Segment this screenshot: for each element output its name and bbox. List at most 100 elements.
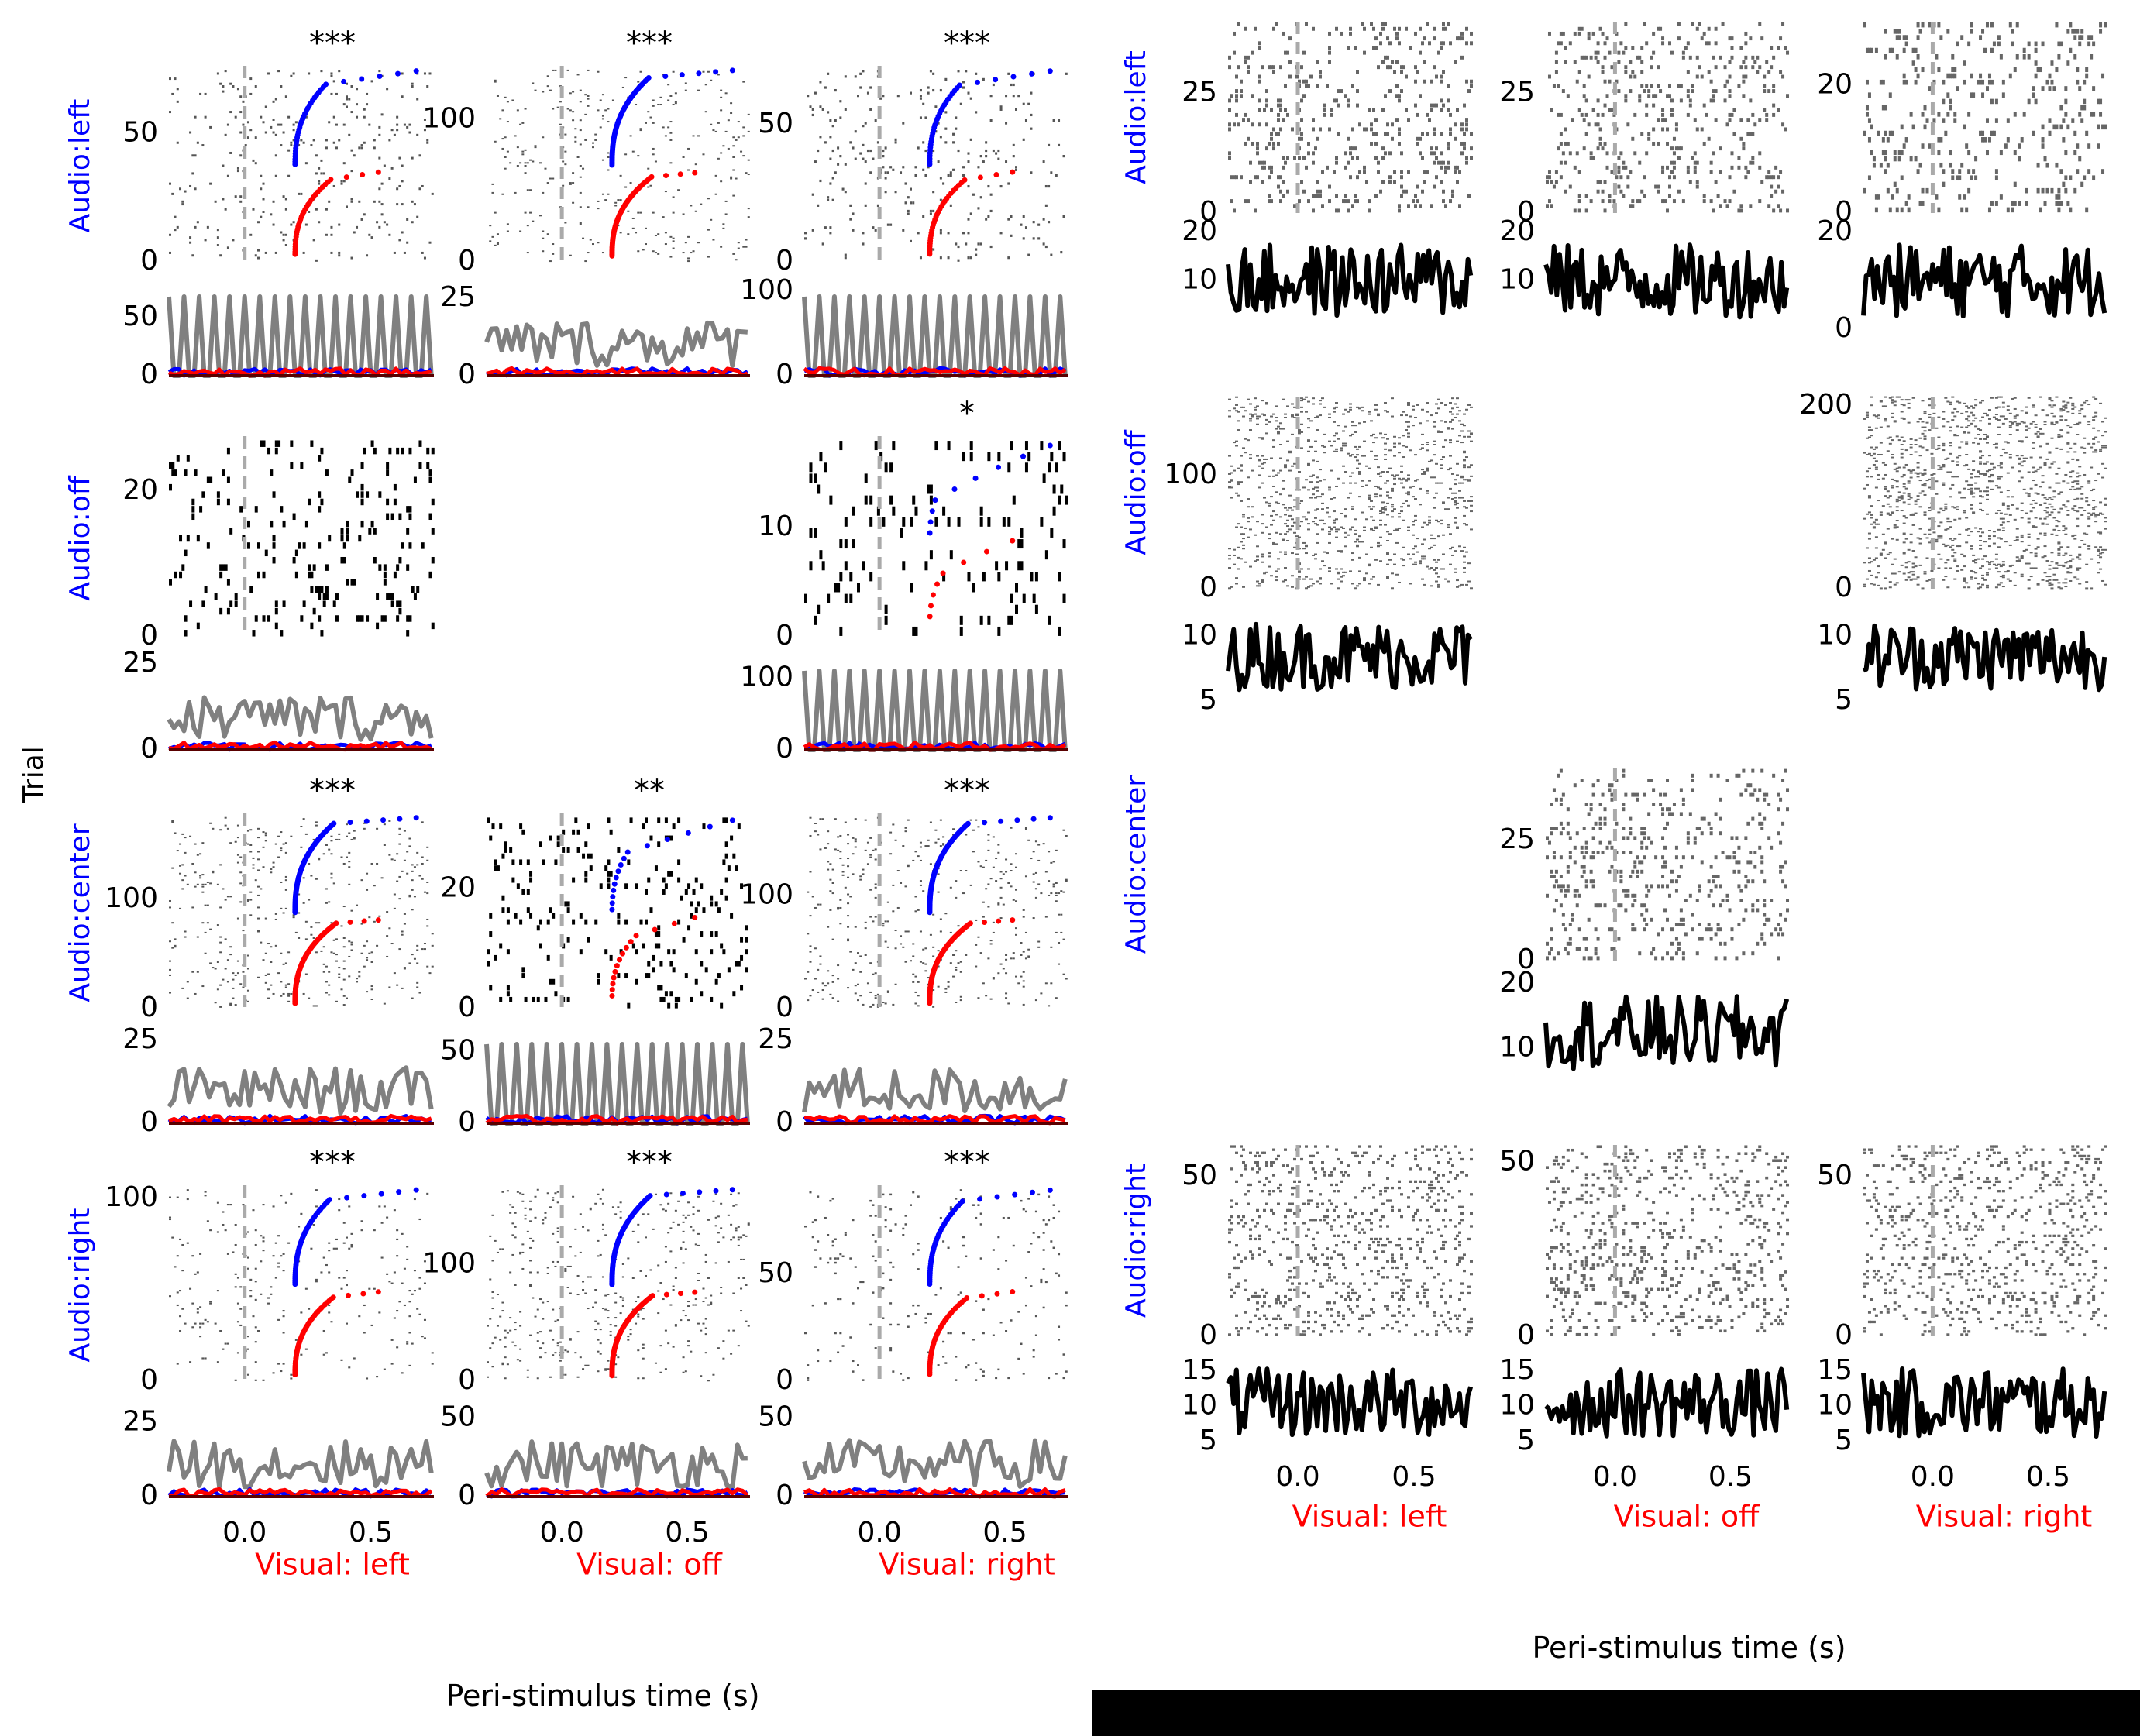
spike-tick <box>852 539 855 549</box>
visual-rt-dot <box>983 548 989 555</box>
psth-baseline-trace <box>802 1067 1068 1113</box>
spike-tick <box>720 943 724 949</box>
spike-tick <box>350 200 353 203</box>
spike-tick <box>1012 495 1016 505</box>
spike-tick <box>977 166 980 169</box>
spike-tick <box>408 1364 411 1366</box>
spike-tick <box>619 174 622 177</box>
spike-tick <box>889 223 893 226</box>
spike-tick <box>1062 593 1066 603</box>
spike-tick <box>282 912 285 914</box>
spike-tick <box>939 845 942 847</box>
spike-tick <box>489 1235 492 1237</box>
spike-tick <box>388 854 391 856</box>
spike-tick <box>614 1301 618 1304</box>
spike-tick <box>398 1301 401 1303</box>
spike-tick <box>363 944 366 947</box>
spike-tick <box>423 129 426 132</box>
spike-tick <box>1547 199 1551 204</box>
spike-tick <box>694 163 697 166</box>
spike-tick <box>546 182 549 184</box>
spike-tick <box>1022 215 1025 218</box>
spike-tick <box>489 1278 492 1281</box>
spike-tick <box>735 865 738 871</box>
spike-tick <box>654 943 658 949</box>
spike-tick <box>737 136 740 139</box>
spike-tick <box>519 1325 522 1327</box>
spike-tick <box>171 867 174 869</box>
spike-tick <box>1032 593 1036 603</box>
spike-tick <box>1440 98 1443 103</box>
spike-tick <box>174 1266 177 1268</box>
spike-tick <box>1460 31 1464 36</box>
spike-tick <box>398 898 401 900</box>
spike-tick <box>929 484 933 494</box>
spike-tick <box>1282 180 1285 184</box>
spike-tick <box>912 626 916 636</box>
spike-tick <box>927 977 930 979</box>
spike-tick <box>827 1261 830 1264</box>
audio-rt-dot <box>397 816 403 822</box>
spike-tick <box>1440 151 1443 156</box>
spike-tick <box>1044 184 1048 188</box>
spike-tick <box>844 256 847 260</box>
spike-tick <box>542 230 545 232</box>
spike-tick <box>834 848 837 851</box>
spike-tick <box>556 1227 559 1229</box>
spike-tick <box>363 213 366 216</box>
spike-tick <box>617 913 621 919</box>
spike-tick <box>1444 26 1447 31</box>
spike-tick <box>201 985 205 988</box>
spike-tick <box>682 1214 685 1216</box>
spike-tick <box>501 147 504 150</box>
spike-tick <box>889 1347 893 1349</box>
spike-tick <box>290 223 293 226</box>
spike-tick <box>955 242 958 246</box>
spike-tick <box>569 182 572 184</box>
spike-tick <box>280 630 284 637</box>
spike-tick <box>962 452 965 462</box>
spike-tick <box>536 1377 539 1380</box>
spike-tick <box>684 82 687 84</box>
spike-tick <box>601 1276 604 1278</box>
spike-tick <box>406 241 409 244</box>
spike-tick <box>1030 127 1033 130</box>
spike-tick <box>674 1325 677 1327</box>
spike-tick <box>720 89 723 91</box>
spike-tick <box>607 121 610 123</box>
spike-tick <box>601 1308 604 1310</box>
spike-tick <box>191 254 194 257</box>
spike-tick <box>697 1244 700 1246</box>
spike-tick <box>1247 136 1250 141</box>
spike-tick <box>985 888 988 890</box>
spike-tick <box>325 146 328 150</box>
spike-tick <box>710 218 713 221</box>
spike-tick <box>328 200 331 203</box>
spike-tick <box>388 177 391 180</box>
spike-tick <box>406 872 409 875</box>
spike-tick <box>219 1329 222 1332</box>
spike-tick <box>687 1319 690 1322</box>
spike-tick <box>282 843 285 845</box>
spike-tick <box>401 72 404 75</box>
spike-tick <box>1024 462 1028 473</box>
spike-tick <box>330 877 333 879</box>
spike-tick <box>380 1222 384 1224</box>
spike-tick <box>737 1239 740 1241</box>
spike-tick <box>821 989 824 992</box>
spike-tick <box>304 938 308 940</box>
spike-tick <box>1228 122 1231 127</box>
spike-tick <box>892 168 895 171</box>
spike-tick <box>277 835 280 837</box>
spike-tick <box>292 556 296 564</box>
spike-tick <box>348 940 351 943</box>
spike-tick <box>594 1202 597 1205</box>
spike-tick <box>1022 971 1025 973</box>
spike-tick <box>922 890 925 892</box>
spike-tick <box>852 1370 855 1373</box>
spike-tick <box>358 615 362 622</box>
raster-y-tick-label: 0 <box>140 245 158 277</box>
spike-tick <box>360 615 364 622</box>
